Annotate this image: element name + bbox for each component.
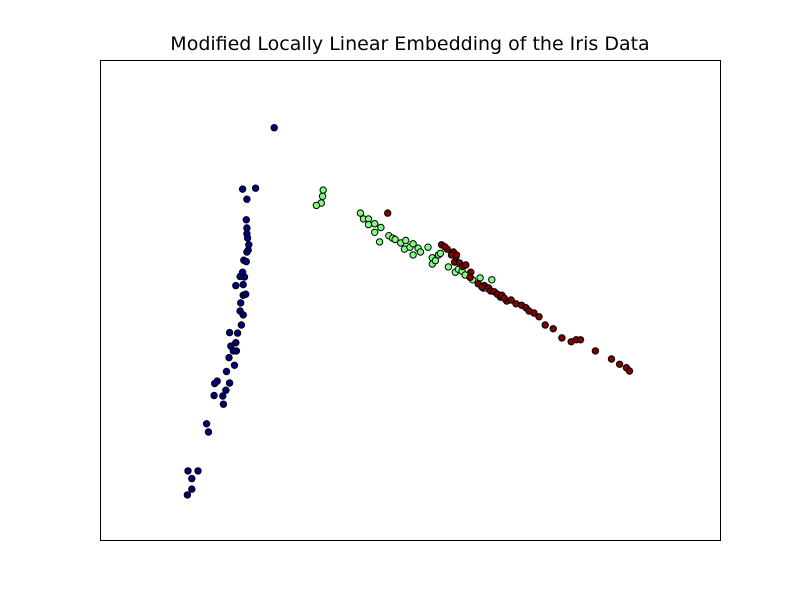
data-point-s2-32 <box>607 355 616 363</box>
data-point-s1-11 <box>375 238 384 246</box>
data-point-s1-14 <box>391 235 399 244</box>
data-point-s0-29 <box>227 342 235 350</box>
data-point-s2-24 <box>535 313 543 321</box>
data-point-s0-15 <box>239 280 247 289</box>
data-point-s2-23 <box>530 309 538 317</box>
points-layer <box>183 124 634 499</box>
data-point-s1-10 <box>371 228 379 237</box>
data-point-s2-30 <box>576 336 585 344</box>
data-point-s0-28 <box>225 328 234 337</box>
data-point-s0-16 <box>236 272 244 281</box>
data-point-s0-41 <box>194 467 202 475</box>
data-point-s2-37 <box>441 243 449 251</box>
data-point-s0-38 <box>210 391 218 400</box>
data-point-s1-0 <box>319 186 327 194</box>
data-point-s2-35 <box>625 367 634 375</box>
data-point-s0-37 <box>211 379 219 388</box>
data-point-s0-1 <box>251 184 260 192</box>
data-point-s1-1 <box>318 192 327 201</box>
plot-area-frame <box>100 60 721 541</box>
data-point-s0-23 <box>237 321 246 329</box>
data-point-s1-4 <box>356 209 365 217</box>
data-point-s0-25 <box>232 339 240 347</box>
chart-title: Modified Locally Linear Embedding of the… <box>170 33 650 55</box>
data-point-s0-34 <box>222 386 230 394</box>
data-point-s1-27 <box>436 249 445 258</box>
data-point-s2-7 <box>462 261 470 269</box>
data-point-s0-18 <box>242 290 250 298</box>
data-point-s1-19 <box>409 240 417 248</box>
data-point-s0-30 <box>225 353 233 362</box>
data-point-s1-21 <box>416 248 425 256</box>
data-point-s0-2 <box>238 185 247 193</box>
data-point-s1-16 <box>402 236 410 245</box>
data-point-s2-27 <box>558 334 566 342</box>
data-point-s2-31 <box>591 347 600 355</box>
data-point-s0-10 <box>243 248 251 256</box>
data-point-s0-0 <box>270 124 278 132</box>
data-point-s2-18 <box>507 296 515 304</box>
data-point-s0-42 <box>188 485 196 493</box>
data-point-s2-26 <box>549 325 557 333</box>
data-point-s1-25 <box>431 256 440 265</box>
data-point-s0-4 <box>242 216 251 224</box>
data-point-s1-38 <box>409 251 417 259</box>
data-point-s0-33 <box>225 379 234 387</box>
data-point-s1-8 <box>371 220 379 228</box>
data-point-s0-46 <box>219 400 228 408</box>
data-point-s1-7 <box>364 220 373 229</box>
data-point-s0-22 <box>232 281 240 290</box>
data-point-s0-19 <box>237 299 245 307</box>
data-point-s2-41 <box>478 283 486 291</box>
data-point-s0-3 <box>243 195 251 203</box>
data-point-s0-43 <box>188 474 196 483</box>
data-point-s0-32 <box>230 361 239 369</box>
data-point-s0-12 <box>242 257 251 266</box>
data-point-s2-25 <box>541 321 549 329</box>
data-point-s2-42 <box>500 294 508 302</box>
data-point-s1-9 <box>377 223 385 232</box>
data-point-s0-7 <box>243 234 252 242</box>
data-point-s0-40 <box>204 428 213 436</box>
data-point-s0-44 <box>184 467 192 475</box>
data-point-s0-39 <box>202 420 211 428</box>
data-point-s0-45 <box>183 491 192 499</box>
data-point-s0-24 <box>233 329 242 337</box>
data-point-s2-33 <box>615 360 624 368</box>
data-point-s2-39 <box>452 251 461 259</box>
data-point-s1-3 <box>312 201 321 210</box>
data-point-s2-0 <box>384 209 392 217</box>
data-point-s0-35 <box>219 392 227 400</box>
data-point-s1-22 <box>424 243 432 251</box>
data-point-s0-31 <box>222 367 231 376</box>
data-point-s0-21 <box>239 311 247 319</box>
data-point-s2-40 <box>466 273 474 282</box>
data-point-s1-36 <box>488 276 496 284</box>
data-point-s1-28 <box>444 263 453 271</box>
